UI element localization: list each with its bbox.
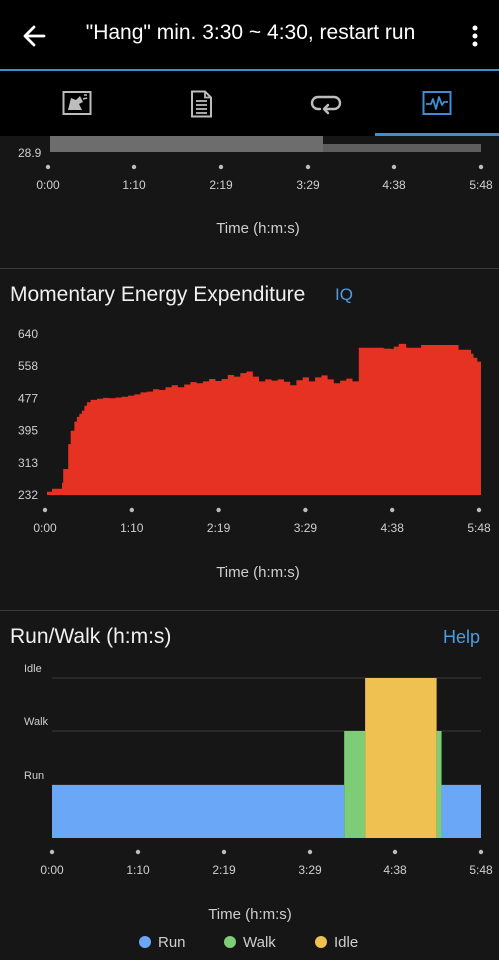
partial-chart-bar-segment [323, 144, 481, 152]
partial-chart-panel: 28.9 0:00 1:10 2:19 3:29 4:38 5:48 Time (h:m:s) [0, 136, 499, 268]
run-walk-bar-idle [365, 678, 437, 838]
x-tick-mark [42, 507, 48, 513]
y-tick-label: 395 [18, 424, 38, 438]
tab-bar [0, 71, 499, 136]
tab-charts[interactable] [375, 71, 499, 136]
energy-expenditure-chart: 232 313 395 477 558 640 0:00 1:10 2:19 3:29 4:38 5:… [18, 327, 491, 581]
x-tick-label: 0:00 [33, 521, 57, 535]
walk-legend-dot [224, 936, 236, 948]
run-walk-legend: Run Walk Idle [0, 934, 499, 958]
energy-area-series [47, 343, 481, 495]
run-walk-bar-run [52, 785, 345, 838]
x-tick-label: 1:10 [120, 521, 144, 535]
legend-label-run: Run [158, 934, 186, 951]
legend-label-idle: Idle [334, 934, 359, 951]
x-tick-mark [478, 164, 484, 170]
run-walk-bar-run [441, 785, 481, 838]
legend-item-idle: Idle [315, 934, 358, 951]
arrow-left-icon [23, 25, 46, 47]
run-walk-title: Run/Walk (h:m:s) [10, 625, 172, 648]
x-tick-label: 5:48 [469, 178, 493, 192]
iq-badge[interactable]: IQ [335, 285, 353, 304]
x-tick-mark [305, 164, 311, 170]
legend-label-walk: Walk [243, 934, 276, 951]
activity-title: "Hang" min. 3:30 ~ 4:30, restart run [85, 21, 416, 44]
x-tick-mark [129, 507, 134, 513]
x-tick-label: 3:29 [296, 178, 320, 192]
run-walk-bar-walk [344, 731, 366, 838]
legend-item-run: Run [139, 934, 186, 951]
x-tick-label: 3:29 [298, 863, 322, 877]
tab-laps[interactable] [263, 71, 387, 136]
back-button[interactable] [18, 20, 52, 52]
charts-icon [422, 91, 452, 115]
x-tick-mark [390, 507, 395, 513]
energy-chart-title: Momentary Energy Expenditure [10, 283, 306, 306]
map-icon [62, 91, 92, 115]
laps-loop-icon [310, 95, 342, 115]
x-tick-mark [131, 164, 137, 170]
y-tick-label: 558 [18, 359, 38, 373]
x-tick-mark [49, 849, 55, 855]
x-axis-label: Time (h:m:s) [208, 906, 292, 923]
x-tick-mark [391, 164, 397, 170]
legend-item-walk: Walk [224, 934, 276, 951]
x-tick-label: 4:38 [382, 178, 406, 192]
x-tick-mark [307, 849, 313, 855]
x-tick-label: 4:38 [383, 863, 407, 877]
x-tick-label: 5:48 [469, 863, 493, 877]
y-tick-label: 28.9 [18, 146, 42, 160]
section-divider [0, 268, 499, 269]
run-walk-panel: Run/Walk (h:m:s) Help Run Walk Idle 0:00 1:1… [0, 611, 499, 960]
section-divider [0, 610, 499, 611]
y-tick-label: 232 [18, 488, 38, 502]
x-tick-label: 4:38 [381, 521, 405, 535]
x-tick-label: 0:00 [40, 863, 64, 877]
idle-legend-dot [315, 936, 327, 948]
y-tick-label: Run [24, 770, 44, 782]
y-tick-label: Walk [24, 716, 49, 728]
x-tick-label: 2:19 [209, 178, 233, 192]
app-bar: "Hang" min. 3:30 ~ 4:30, restart run [0, 0, 499, 70]
x-tick-mark [303, 507, 308, 513]
x-tick-mark [135, 849, 141, 855]
partial-chart: 28.9 0:00 1:10 2:19 3:29 4:38 5:48 Time (h:m:s) [18, 136, 493, 237]
y-tick-label: 313 [18, 456, 38, 470]
run-walk-chart: Run Walk Idle 0:00 1:10 2:19 3:29 4:38 5:48 Time … [24, 663, 493, 923]
x-tick-label: 3:29 [294, 521, 318, 535]
tab-details[interactable] [139, 71, 263, 136]
x-tick-label: 2:19 [207, 521, 231, 535]
x-tick-mark [478, 849, 484, 855]
app-bar-accent-line [0, 69, 499, 71]
x-tick-mark [476, 507, 482, 513]
x-axis-label: Time (h:m:s) [216, 220, 300, 237]
energy-chart-panel: Momentary Energy Expenditure IQ 232 313 39… [0, 269, 499, 610]
more-options-button[interactable] [465, 20, 485, 52]
x-tick-label: 0:00 [36, 178, 60, 192]
x-tick-label: 1:10 [126, 863, 150, 877]
x-axis-label: Time (h:m:s) [216, 564, 300, 581]
y-tick-label: 477 [18, 391, 38, 405]
run-walk-bar-walk [436, 731, 442, 838]
active-tab-indicator [375, 133, 499, 136]
x-tick-mark [218, 164, 224, 170]
x-tick-mark [221, 849, 227, 855]
partial-chart-bar-segment [50, 136, 323, 152]
tab-map[interactable] [15, 71, 139, 136]
details-list-icon [191, 90, 212, 118]
y-tick-label: Idle [24, 663, 42, 675]
run-legend-dot [139, 936, 151, 948]
more-vertical-icon [472, 25, 478, 47]
x-tick-label: 2:19 [212, 863, 236, 877]
x-tick-label: 5:48 [467, 521, 491, 535]
x-tick-label: 1:10 [122, 178, 146, 192]
x-tick-mark [392, 849, 398, 855]
y-tick-label: 640 [18, 327, 38, 341]
help-link[interactable]: Help [442, 627, 480, 647]
x-tick-mark [45, 164, 51, 170]
x-tick-mark [216, 507, 221, 513]
